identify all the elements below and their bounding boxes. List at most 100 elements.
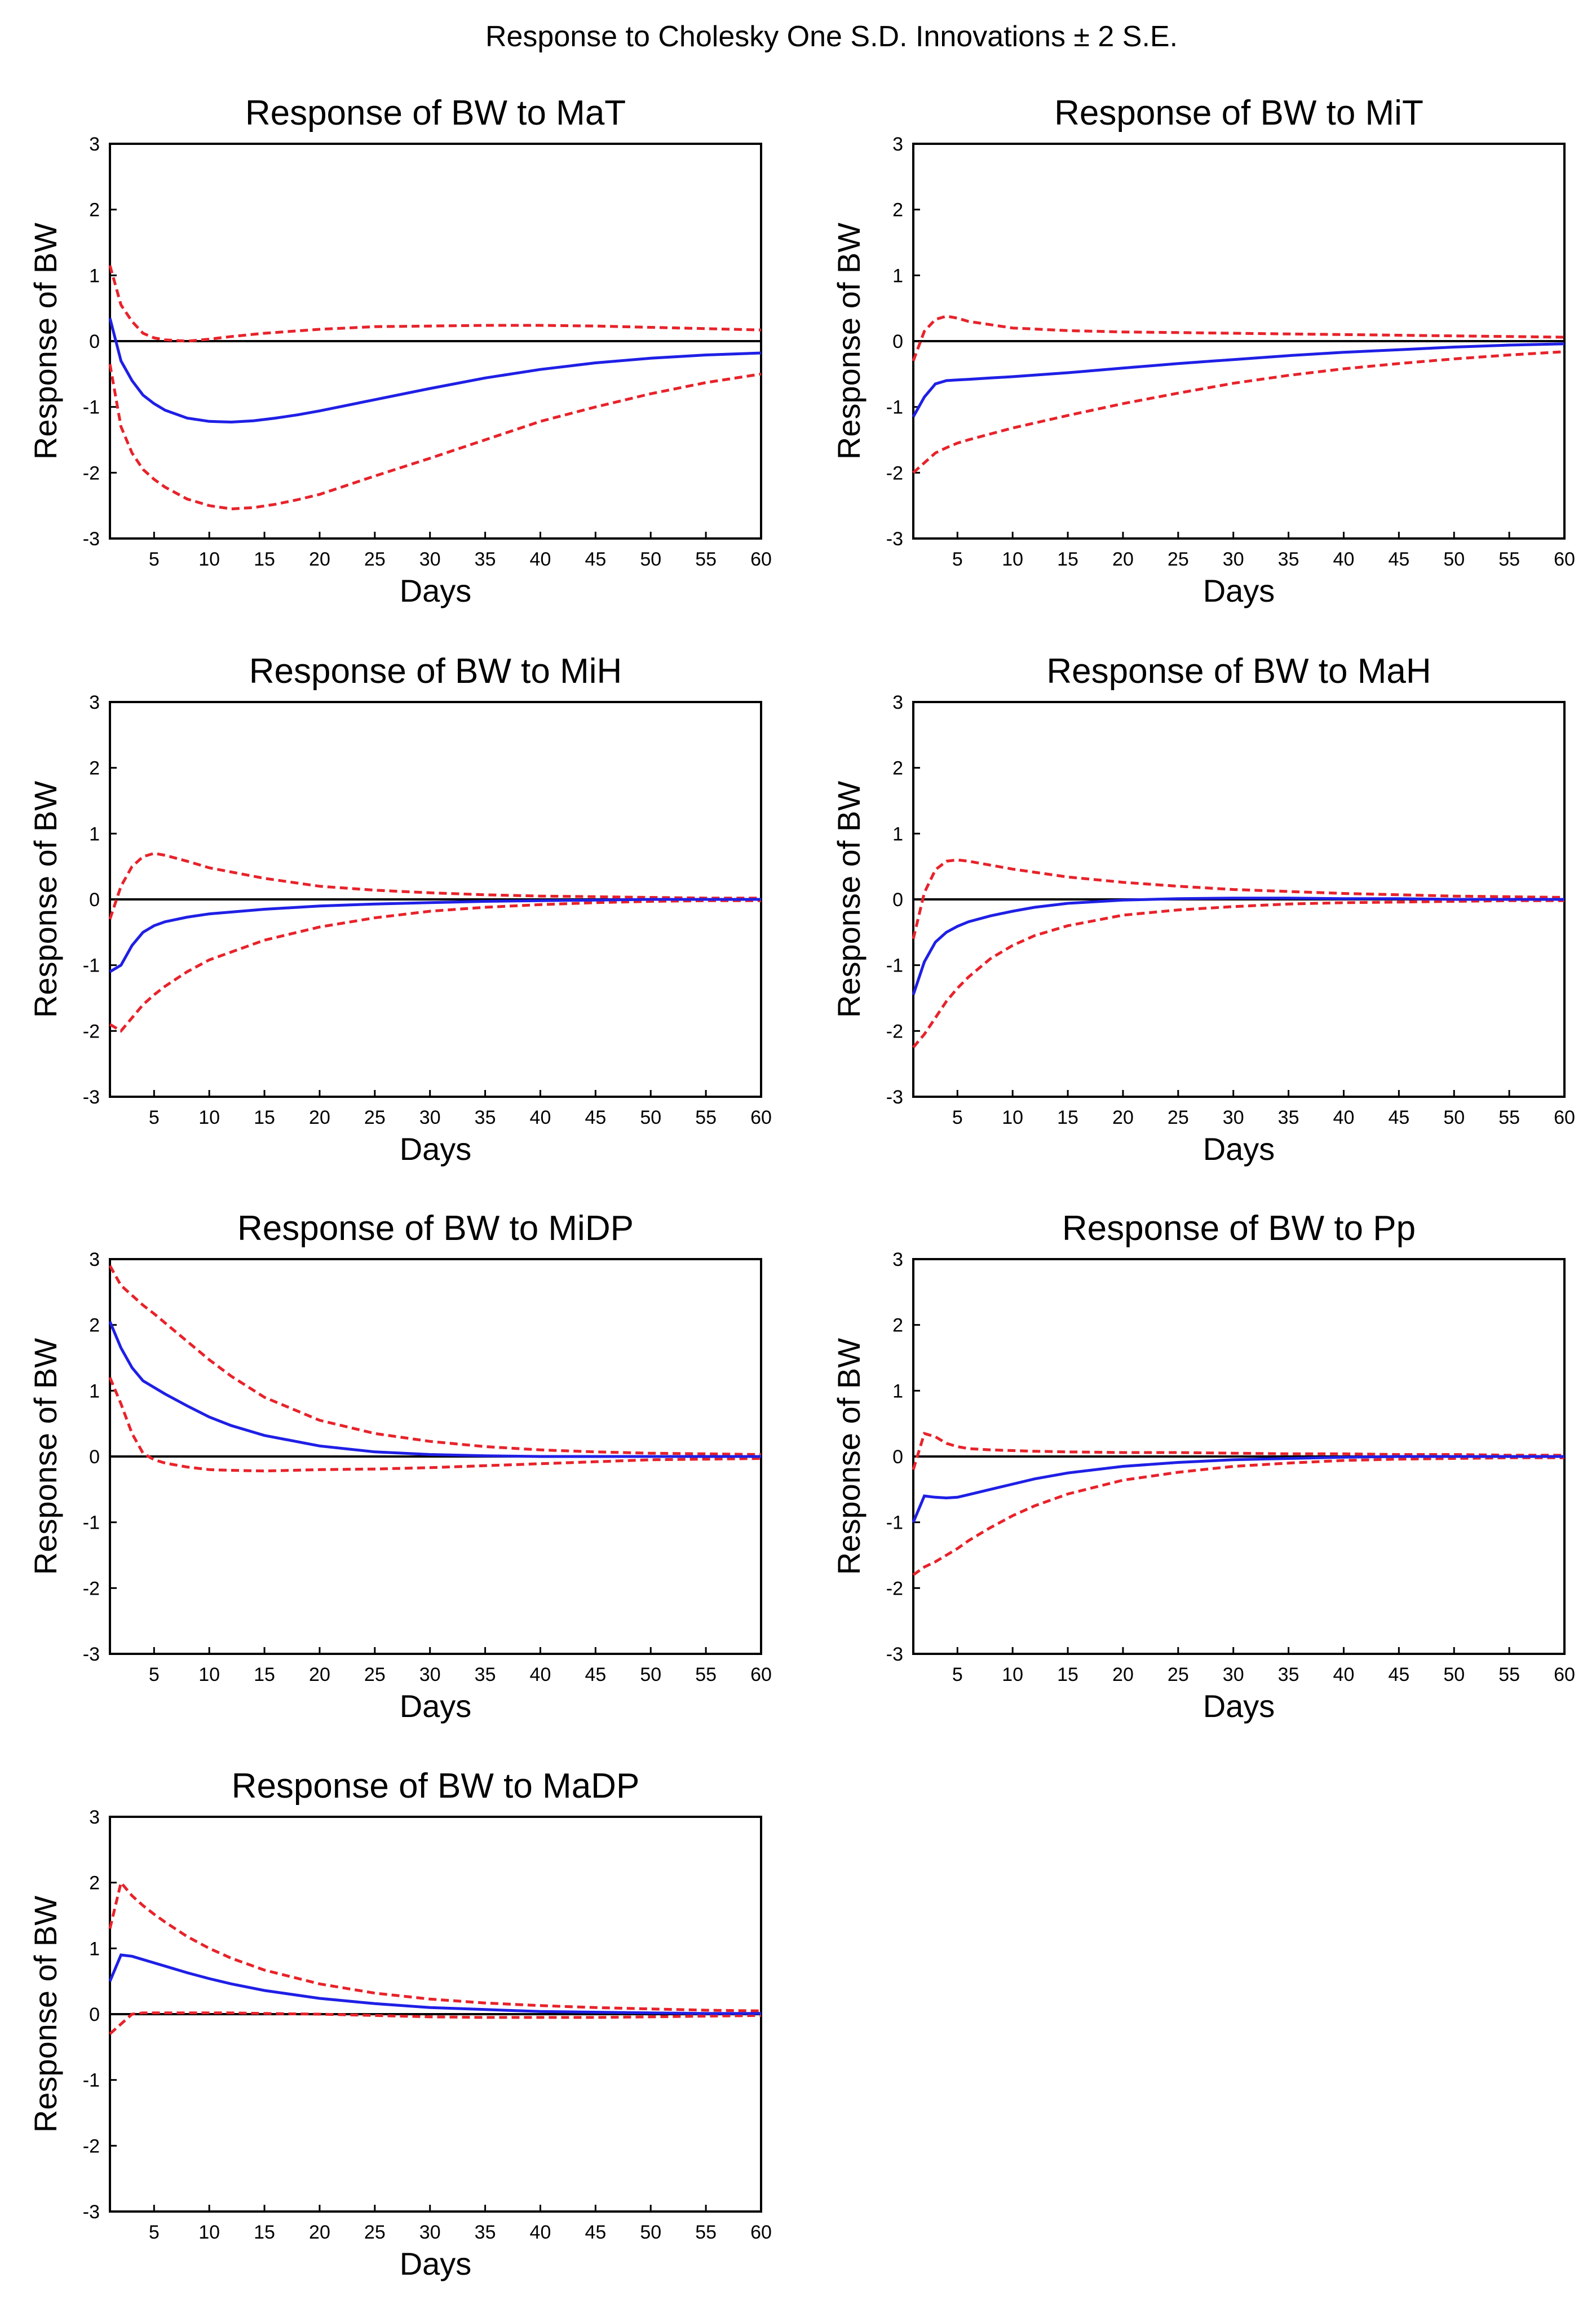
lower-confidence-band bbox=[109, 899, 761, 1033]
x-tick-label: 5 bbox=[149, 549, 160, 570]
x-tick-label: 50 bbox=[640, 2222, 661, 2243]
upper-confidence-band bbox=[912, 858, 1565, 939]
x-tick-label: 45 bbox=[585, 549, 606, 570]
y-tick-label: 2 bbox=[89, 1873, 100, 1894]
x-tick-label: 50 bbox=[1443, 549, 1465, 570]
x-tick-label: 15 bbox=[1057, 549, 1078, 570]
x-tick-label: 40 bbox=[1333, 1107, 1355, 1128]
x-tick-label: 25 bbox=[364, 549, 386, 570]
x-tick-label: 40 bbox=[530, 2222, 551, 2243]
x-axis-label: Days bbox=[1203, 573, 1275, 608]
x-tick-label: 5 bbox=[952, 549, 963, 570]
x-tick-label: 15 bbox=[254, 2222, 275, 2243]
x-tick-label: 30 bbox=[419, 549, 441, 570]
x-tick-label: 35 bbox=[1278, 549, 1299, 570]
x-axis-label: Days bbox=[1203, 1131, 1275, 1167]
x-tick-label: 55 bbox=[695, 1664, 717, 1685]
lower-confidence-band bbox=[109, 2011, 762, 2035]
y-tick-label: -3 bbox=[83, 1644, 100, 1665]
y-tick-label: 3 bbox=[89, 692, 100, 713]
y-tick-label: 2 bbox=[892, 1315, 903, 1336]
y-tick-label: -1 bbox=[83, 1512, 100, 1534]
y-axis-label: Response of BW bbox=[28, 781, 63, 1018]
x-tick-label: 35 bbox=[475, 549, 496, 570]
y-tick-label: 3 bbox=[892, 134, 903, 155]
x-tick-label: 5 bbox=[149, 2222, 160, 2243]
x-tick-label: 60 bbox=[750, 2222, 772, 2243]
impulse-response-line bbox=[108, 1321, 761, 1458]
x-tick-label: 30 bbox=[419, 1107, 441, 1128]
x-tick-label: 55 bbox=[1498, 549, 1520, 570]
y-tick-label: -3 bbox=[83, 528, 100, 550]
x-tick-label: 55 bbox=[695, 2222, 717, 2243]
y-tick-label: -3 bbox=[886, 1644, 903, 1665]
y-axis-label: Response of BW bbox=[831, 223, 866, 460]
x-tick-label: 5 bbox=[149, 1664, 160, 1685]
x-tick-label: 40 bbox=[530, 1664, 551, 1685]
panel-title: Response of BW to Pp bbox=[1062, 1209, 1416, 1248]
x-tick-label: 55 bbox=[1498, 1107, 1520, 1128]
x-tick-label: 15 bbox=[1057, 1107, 1078, 1128]
x-tick-label: 55 bbox=[695, 549, 717, 570]
x-tick-label: 40 bbox=[530, 549, 551, 570]
x-tick-label: 20 bbox=[1112, 549, 1134, 570]
x-tick-label: 60 bbox=[1554, 549, 1575, 570]
x-tick-label: 25 bbox=[364, 2222, 386, 2243]
x-tick-label: 45 bbox=[585, 1107, 606, 1128]
y-tick-label: 2 bbox=[89, 1315, 100, 1336]
panel-title: Response of BW to MiH bbox=[249, 652, 622, 691]
y-tick-label: 1 bbox=[89, 1938, 100, 1959]
y-tick-label: 1 bbox=[89, 823, 100, 845]
impulse-response-line bbox=[109, 898, 761, 973]
x-tick-label: 30 bbox=[419, 2222, 441, 2243]
x-tick-label: 50 bbox=[640, 1664, 661, 1685]
x-tick-label: 25 bbox=[1168, 549, 1189, 570]
y-tick-label: 1 bbox=[892, 823, 903, 845]
x-tick-label: 55 bbox=[695, 1107, 717, 1128]
x-tick-label: 20 bbox=[309, 1107, 330, 1128]
figure-title: Response to Cholesky One S.D. Innovation… bbox=[485, 20, 1178, 53]
x-tick-label: 10 bbox=[1002, 549, 1023, 570]
upper-confidence-band bbox=[108, 265, 762, 343]
y-tick-label: 2 bbox=[892, 758, 903, 779]
x-tick-label: 45 bbox=[1388, 549, 1409, 570]
y-tick-label: 2 bbox=[89, 200, 100, 221]
x-tick-label: 55 bbox=[1498, 1664, 1520, 1685]
x-tick-label: 10 bbox=[198, 549, 220, 570]
lower-confidence-band bbox=[912, 899, 1564, 1049]
y-tick-label: 1 bbox=[892, 1380, 903, 1402]
y-tick-label: 0 bbox=[892, 889, 903, 911]
y-tick-label: 3 bbox=[89, 1807, 100, 1828]
x-tick-label: 35 bbox=[1278, 1664, 1299, 1685]
y-axis-label: Response of BW bbox=[28, 223, 63, 460]
impulse-response-line bbox=[912, 1455, 1564, 1523]
y-tick-label: 2 bbox=[892, 200, 903, 221]
lower-confidence-band bbox=[108, 364, 762, 511]
y-tick-label: -1 bbox=[886, 955, 903, 977]
y-tick-label: -2 bbox=[886, 1578, 903, 1599]
y-tick-label: -1 bbox=[83, 397, 100, 418]
impulse-response-line bbox=[912, 342, 1565, 418]
x-tick-label: 15 bbox=[1057, 1664, 1078, 1685]
x-tick-label: 20 bbox=[1112, 1107, 1134, 1128]
y-tick-label: -2 bbox=[886, 1021, 903, 1042]
y-tick-label: -3 bbox=[886, 528, 903, 550]
lower-confidence-band bbox=[108, 1377, 762, 1473]
y-tick-label: 0 bbox=[892, 331, 903, 352]
x-tick-label: 45 bbox=[585, 2222, 606, 2243]
impulse-response-line bbox=[108, 1953, 761, 2015]
x-tick-label: 35 bbox=[475, 1664, 496, 1685]
x-tick-label: 35 bbox=[1278, 1107, 1299, 1128]
y-tick-label: -1 bbox=[886, 1512, 903, 1534]
x-tick-label: 30 bbox=[1223, 1664, 1244, 1685]
y-axis-label: Response of BW bbox=[831, 1338, 866, 1575]
x-tick-label: 60 bbox=[1554, 1664, 1575, 1685]
x-tick-label: 15 bbox=[254, 1107, 275, 1128]
y-tick-label: -2 bbox=[83, 462, 100, 484]
y-tick-label: 0 bbox=[89, 1446, 100, 1468]
impulse-response-line bbox=[108, 317, 762, 424]
